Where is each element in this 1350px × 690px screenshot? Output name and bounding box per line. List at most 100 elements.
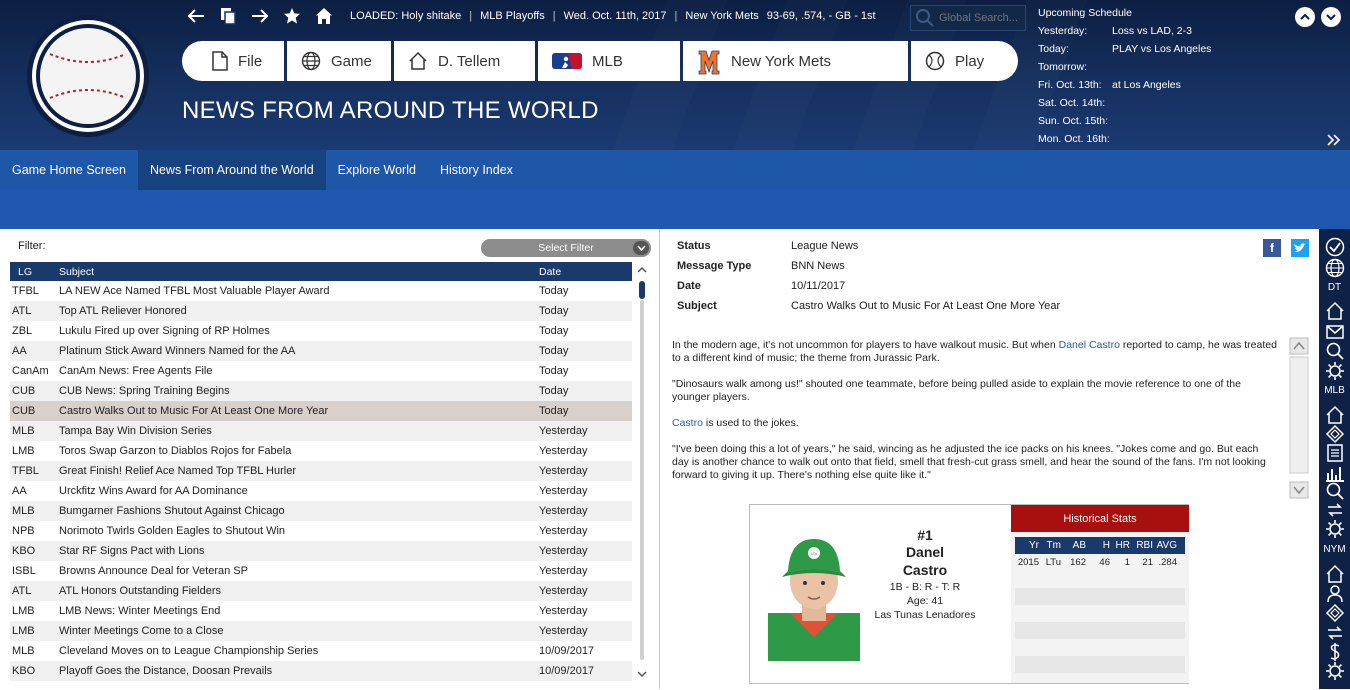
table-row[interactable]: MLB Tampa Bay Win Division Series Yesterda… — [10, 421, 632, 441]
play-button[interactable]: Play — [911, 41, 1018, 81]
table-row[interactable]: CUB CUB News: Spring Training Begins Today — [10, 381, 632, 401]
back-arrow-icon[interactable] — [180, 5, 212, 27]
mlb-button[interactable]: MLB — [538, 41, 680, 81]
table-row[interactable]: MLB Bumgarner Fashions Shutout Against Ch… — [10, 501, 632, 521]
transactions-icon[interactable] — [1319, 500, 1350, 520]
player-link-castro[interactable]: Castro — [672, 417, 703, 429]
table-row[interactable]: LMB Toros Swap Garzon to Diablos Rojos fo… — [10, 441, 632, 461]
schedule-down-button[interactable] — [1321, 7, 1341, 27]
twitter-icon[interactable] — [1291, 239, 1309, 257]
team-diamond-icon[interactable] — [1319, 603, 1350, 623]
table-row[interactable]: AA Urckfitz Wins Award for AA Dominance Ye… — [10, 481, 632, 501]
finances-icon[interactable] — [1319, 642, 1350, 662]
league-gear-icon[interactable] — [1319, 519, 1350, 539]
table-row[interactable]: ZBL Lukulu Fired up over Signing of RP Ho… — [10, 321, 632, 341]
news-list-scrollbar[interactable] — [636, 264, 648, 684]
schedule-up-button[interactable] — [1295, 7, 1315, 27]
tab-news-from-around-the-world[interactable]: News From Around the World — [137, 150, 326, 190]
search-icon[interactable] — [1319, 341, 1350, 361]
team-transactions-icon[interactable] — [1319, 623, 1350, 643]
historical-stats-title: Historical Stats — [1011, 505, 1189, 532]
table-row[interactable]: CUB Castro Walks Out to Music For At Leas… — [10, 401, 632, 421]
cell-date: Today — [539, 345, 569, 357]
stats-header-hr: HR — [1115, 540, 1130, 551]
table-row[interactable]: NPB Norimoto Twirls Golden Eagles to Shut… — [10, 521, 632, 541]
cell-subject: Urckfitz Wins Award for AA Dominance — [59, 485, 248, 497]
table-row[interactable]: CanAm CanAm News: Free Agents File Today — [10, 361, 632, 381]
diamond-icon[interactable] — [1319, 424, 1350, 444]
table-row[interactable]: MLB Cleveland Moves on to League Champion… — [10, 641, 632, 661]
schedule-label: Sat. Oct. 14th: — [1038, 97, 1106, 109]
player-link-danel-castro[interactable]: Danel Castro — [1058, 339, 1120, 351]
home-icon[interactable] — [308, 5, 340, 27]
cell-date: Today — [539, 285, 569, 297]
loaded-game: LOADED: Holy shitake — [350, 10, 462, 22]
cell-date: 10/09/2017 — [539, 665, 595, 677]
copy-icon[interactable] — [212, 5, 244, 27]
stats-row-empty — [1015, 571, 1185, 588]
league-search-icon[interactable] — [1319, 481, 1350, 501]
home-icon[interactable] — [1319, 301, 1350, 321]
table-row[interactable]: KBO Star RF Signs Pact with Lions Yesterda… — [10, 541, 632, 561]
cell-lg: KBO — [12, 545, 36, 557]
column-header-date[interactable]: Date — [539, 265, 562, 278]
stats-header-yr: Yr — [1029, 540, 1039, 551]
nav-bar: LOADED: Holy shitake | MLB Playoffs | We… — [180, 5, 876, 27]
tab-explore-world[interactable]: Explore World — [337, 163, 416, 177]
schedule-value: Loss vs LAD, 2-3 — [1112, 25, 1192, 37]
team-button[interactable]: New York Mets — [683, 41, 908, 81]
tab-history-index[interactable]: History Index — [439, 163, 513, 177]
stats-chart-icon[interactable] — [1319, 463, 1350, 483]
table-row[interactable]: TFBL Great Finish! Relief Ace Named Top T… — [10, 461, 632, 481]
tab-game-home-screen[interactable]: Game Home Screen — [12, 163, 126, 177]
cell-subject: Castro Walks Out to Music For At Least O… — [59, 405, 329, 417]
file-button[interactable]: File — [182, 41, 284, 81]
standings-icon[interactable] — [1319, 443, 1350, 463]
article-text: reported to camp, he was treated to a di… — [672, 339, 1277, 364]
stats-cell: 162 — [1070, 557, 1086, 568]
filter-dropdown[interactable]: Select Filter — [481, 239, 651, 257]
facebook-icon[interactable]: f — [1263, 239, 1281, 257]
cell-subject: ATL Honors Outstanding Fielders — [59, 585, 222, 597]
player-card[interactable]: LTu #1 Danel Castro 1B - B: R - T: R Age… — [749, 504, 1189, 684]
table-row[interactable]: LMB LMB News: Winter Meetings End Yesterda… — [10, 601, 632, 621]
mail-icon[interactable] — [1319, 323, 1350, 341]
stats-header-avg: AVG — [1156, 540, 1177, 551]
schedule-label: Tomorrow: — [1038, 61, 1088, 73]
table-row[interactable]: TFBL LA NEW Ace Named TFBL Most Valuable … — [10, 281, 632, 301]
team-home-icon[interactable] — [1319, 564, 1350, 584]
table-row[interactable]: ATL ATL Honors Outstanding Fielders Yester… — [10, 581, 632, 601]
checkmark-icon[interactable] — [1319, 237, 1350, 257]
baseball-icon — [925, 51, 945, 71]
world-icon[interactable] — [1319, 258, 1350, 278]
forward-arrow-icon[interactable] — [244, 5, 276, 27]
table-row[interactable]: ISBL Browns Announce Deal for Veteran SP Y… — [10, 561, 632, 581]
article-scrollbar[interactable] — [1289, 337, 1309, 499]
expand-schedule-button[interactable] — [1327, 134, 1341, 146]
league-home-icon[interactable] — [1319, 405, 1350, 425]
meta-value: 10/11/2017 — [791, 280, 846, 292]
table-row[interactable]: LMB Winter Meetings Come to a Close Yester… — [10, 621, 632, 641]
article-paragraph: "Dinosaurs walk among us!" shouted one t… — [672, 378, 1241, 403]
table-row[interactable]: AA Platinum Stick Award Winners Named for… — [10, 341, 632, 361]
team-gear-icon[interactable] — [1319, 661, 1350, 681]
roster-icon[interactable] — [1319, 584, 1350, 604]
meta-value: Castro Walks Out to Music For At Least O… — [791, 300, 1061, 312]
manager-button[interactable]: D. Tellem — [394, 41, 535, 81]
column-header-subject[interactable]: Subject — [59, 265, 95, 278]
column-header-lg[interactable]: LG — [18, 265, 33, 278]
table-row[interactable]: ATL Top ATL Reliever Honored Today — [10, 301, 632, 321]
global-search[interactable] — [910, 5, 1026, 31]
gear-icon[interactable] — [1319, 361, 1350, 381]
meta-key: Status — [677, 240, 711, 252]
player-age: Age: 41 — [906, 595, 944, 607]
quick-sidebar: DT MLB NYM — [1319, 229, 1350, 689]
schedule-row: Mon. Oct. 16th: — [1038, 130, 1268, 148]
table-row[interactable]: KBO Playoff Goes the Distance, Doosan Pre… — [10, 661, 632, 681]
cell-subject: Browns Announce Deal for Veteran SP — [59, 565, 248, 577]
star-icon[interactable] — [276, 5, 308, 27]
article-body: In the modern age, it's not uncommon for… — [672, 339, 1277, 495]
cell-date: 10/09/2017 — [539, 645, 595, 657]
game-button[interactable]: Game — [287, 41, 391, 81]
global-search-input[interactable] — [939, 12, 1023, 24]
